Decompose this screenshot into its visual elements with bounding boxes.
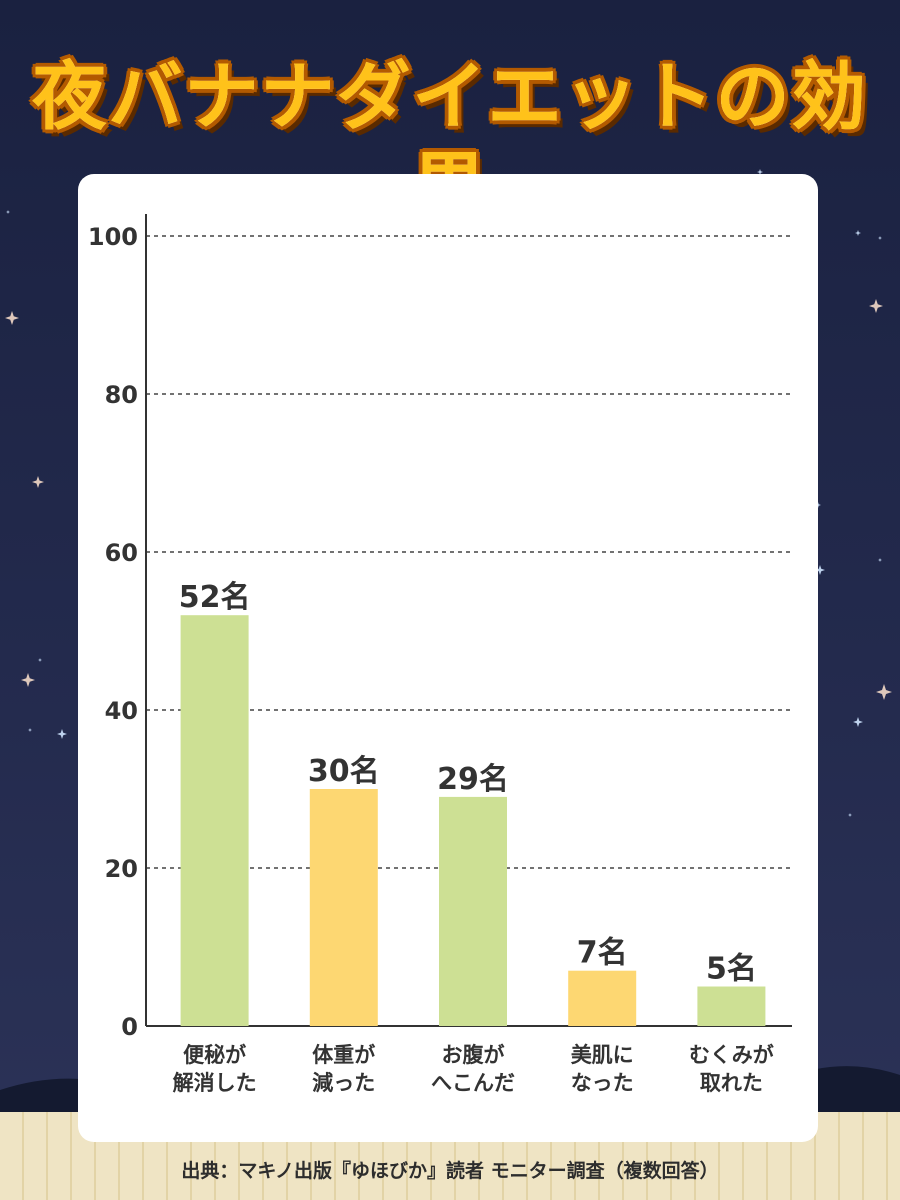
x-tick-label: むくみが [689, 1043, 774, 1067]
page-title: 夜バナナダイエットの効果 [32, 54, 868, 230]
y-tick-label: 20 [105, 855, 138, 883]
y-tick-label: 100 [88, 223, 138, 251]
source-note: 出典：マキノ出版『ゆほびか』読者 モニター調査（複数回答） [181, 1160, 719, 1182]
bar [180, 615, 249, 1026]
y-tick-label: 40 [105, 697, 138, 725]
star-icon [32, 476, 44, 488]
star-icon [876, 684, 892, 700]
star-icon [855, 230, 861, 236]
data-label: 5名 [706, 952, 757, 987]
star-icon [757, 169, 763, 175]
bar [568, 970, 637, 1026]
star-icon [853, 717, 863, 727]
x-tick-label: 便秘が [183, 1043, 246, 1067]
data-label: 29名 [437, 762, 509, 797]
star-icon [878, 558, 882, 562]
bar [439, 796, 507, 1026]
x-tick-label: 取れた [700, 1071, 763, 1095]
star-icon [869, 299, 883, 313]
x-tick-label: へこんだ [431, 1071, 515, 1095]
x-tick-label: なった [571, 1071, 634, 1095]
star-icon [848, 813, 852, 817]
x-tick-label: 体重が [312, 1043, 375, 1067]
star-icon [815, 502, 821, 508]
star-icon [21, 673, 35, 687]
y-tick-label: 0 [121, 1013, 138, 1041]
data-label: 7名 [577, 936, 628, 971]
star-icon [38, 658, 42, 662]
star-icon [815, 565, 825, 575]
bar [697, 986, 766, 1026]
data-label: 52名 [179, 580, 251, 615]
y-tick-label: 80 [105, 381, 138, 409]
x-tick-label: お腹が [442, 1043, 505, 1067]
x-tick-label: 解消した [173, 1071, 257, 1095]
star-icon [28, 728, 32, 732]
data-label: 30名 [308, 754, 380, 789]
star-icon [6, 210, 10, 214]
star-icon [5, 311, 19, 325]
star-icon [878, 236, 882, 240]
y-tick-label: 60 [105, 539, 138, 567]
star-icon [57, 729, 67, 739]
x-tick-label: 減った [312, 1071, 375, 1095]
x-tick-label: 美肌に [571, 1043, 634, 1067]
bar [309, 789, 378, 1026]
